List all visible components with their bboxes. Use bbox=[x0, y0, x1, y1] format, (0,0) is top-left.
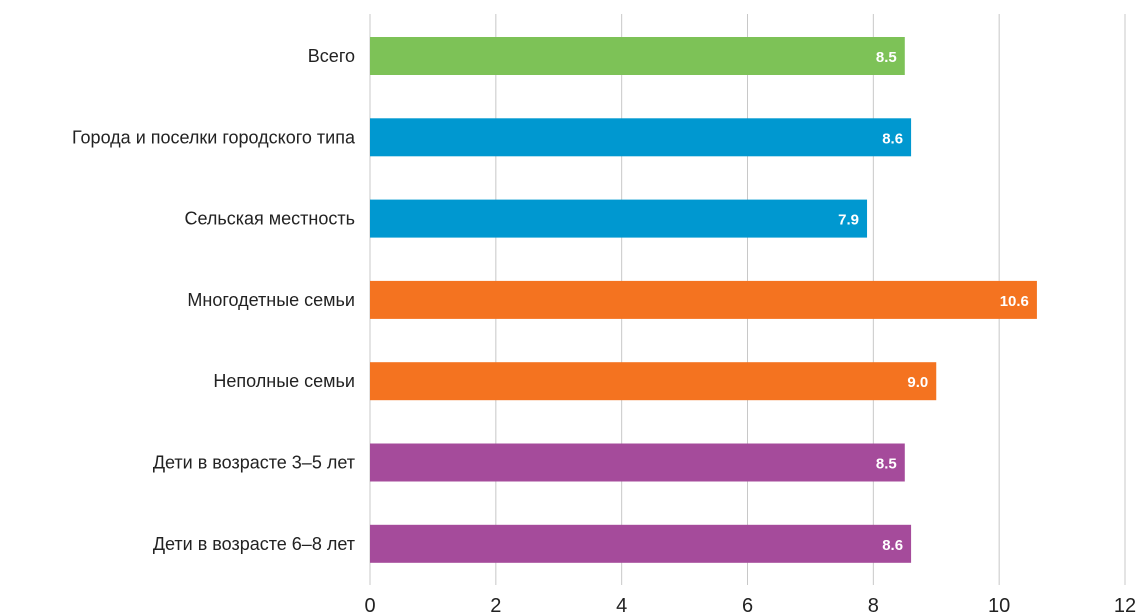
category-label: Дети в возрасте 3–5 лет bbox=[153, 453, 355, 473]
bar bbox=[370, 443, 905, 482]
bar-value-label: 7.9 bbox=[838, 212, 859, 229]
bar bbox=[370, 118, 912, 157]
category-label: Многодетные семьи bbox=[187, 290, 355, 310]
x-tick-label: 2 bbox=[490, 595, 501, 614]
x-tick-label: 4 bbox=[616, 595, 627, 614]
category-label: Дети в возрасте 6–8 лет bbox=[153, 534, 355, 554]
bar-value-label: 8.6 bbox=[882, 537, 903, 554]
x-tick-label: 6 bbox=[742, 595, 753, 614]
x-tick-label: 12 bbox=[1114, 595, 1136, 614]
bar-value-label: 8.5 bbox=[876, 49, 897, 66]
y-axis-category-labels: Всего Города и поселки городского типа Сел… bbox=[72, 46, 356, 554]
bar-value-label: 9.0 bbox=[907, 374, 928, 391]
bar-value-label: 10.6 bbox=[1000, 293, 1029, 310]
value-labels: 8.5 8.6 7.9 10.6 9.0 8.5 8.6 bbox=[838, 49, 1029, 554]
bar bbox=[370, 362, 937, 401]
x-tick-label: 10 bbox=[988, 595, 1010, 614]
category-label: Города и поселки городского типа bbox=[72, 127, 356, 147]
x-tick-label: 0 bbox=[364, 595, 375, 614]
bars bbox=[370, 37, 1037, 563]
bar bbox=[370, 37, 905, 75]
bar bbox=[370, 524, 912, 563]
bar bbox=[370, 280, 1037, 319]
category-label: Неполные семьи bbox=[213, 371, 355, 391]
x-tick-label: 8 bbox=[868, 595, 879, 614]
bar bbox=[370, 199, 868, 238]
category-label: Всего bbox=[308, 46, 355, 66]
x-axis-ticks: 0 2 4 6 8 10 12 bbox=[364, 595, 1136, 614]
bar-value-label: 8.6 bbox=[882, 130, 903, 147]
bar-value-label: 8.5 bbox=[876, 456, 897, 473]
category-label: Сельская местность bbox=[184, 209, 355, 229]
